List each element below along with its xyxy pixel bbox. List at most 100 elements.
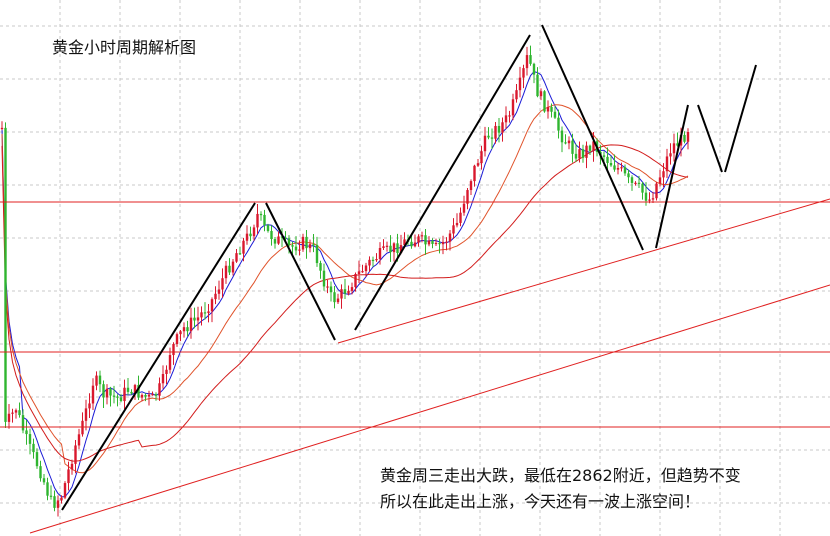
candle-body — [21, 415, 25, 431]
candle-body — [112, 395, 116, 397]
candle-body — [105, 388, 109, 398]
candle-body — [35, 452, 39, 467]
candle-body — [564, 142, 567, 144]
candle-body — [102, 384, 105, 398]
candle-body — [609, 163, 613, 166]
candle-body — [25, 430, 28, 435]
candle-body — [347, 290, 350, 294]
candle-body — [39, 466, 42, 479]
candle-body — [494, 125, 497, 139]
trend-line-upper — [337, 198, 830, 344]
candle-body — [606, 156, 609, 164]
candle-body — [287, 238, 291, 246]
candle-body — [81, 420, 84, 435]
candle-body — [91, 385, 95, 404]
candle-body — [273, 239, 277, 244]
candle-body — [189, 317, 193, 332]
candle-body — [357, 271, 361, 274]
candle-body — [581, 149, 585, 158]
candle-body — [644, 192, 648, 201]
candle-body — [53, 496, 56, 508]
candle-body — [676, 143, 679, 146]
candle-body — [256, 213, 259, 228]
candle-body — [361, 271, 364, 273]
candle-body — [32, 443, 35, 453]
candle-body — [60, 497, 63, 501]
candle-body — [476, 163, 480, 166]
candle-body — [354, 273, 357, 288]
candle-body — [546, 106, 550, 112]
candle-body — [343, 289, 347, 294]
candle-body — [228, 265, 231, 273]
candle-body — [42, 478, 46, 483]
candle-body — [672, 143, 676, 154]
candle-body — [312, 244, 315, 246]
candle-body — [483, 135, 487, 152]
candle-body — [553, 111, 557, 118]
candle-body — [214, 293, 217, 300]
candle-body — [333, 292, 336, 303]
candle-body — [490, 137, 494, 139]
annotation-line-2: 所以在此走出上涨，今天还有一波上涨空间！ — [380, 492, 701, 511]
candle-body — [133, 385, 137, 394]
ma-slow2-line — [1, 144, 689, 462]
candle-body — [574, 153, 578, 159]
candle-body — [350, 287, 354, 291]
candle-body — [525, 55, 529, 69]
candle-body — [56, 500, 60, 508]
candle-body — [630, 177, 634, 183]
candle-body — [329, 286, 333, 293]
candle-body — [410, 241, 413, 247]
wave-line-segment — [61, 202, 256, 511]
candle-body — [14, 410, 18, 413]
candle-body — [49, 495, 53, 497]
candle-body — [511, 99, 515, 116]
candle-body — [592, 141, 595, 151]
candle-body — [179, 331, 182, 335]
candle-body — [385, 245, 389, 247]
candle-body — [140, 394, 144, 398]
candle-body — [77, 434, 81, 446]
candle-body — [529, 55, 532, 64]
candle-body — [245, 233, 249, 241]
candle-body — [7, 413, 11, 422]
candle-body — [567, 140, 571, 144]
candle-body — [0, 127, 4, 130]
candle-body — [305, 236, 308, 249]
candle-body — [637, 182, 641, 184]
candle-body — [651, 198, 655, 200]
candle-body — [63, 483, 67, 498]
candle-body — [518, 77, 522, 91]
horizontal-levels — [0, 201, 830, 428]
candle-body — [207, 311, 210, 314]
candle-body — [172, 344, 175, 356]
candle-body — [151, 394, 154, 396]
candle-body — [340, 289, 343, 299]
candle-body — [126, 387, 130, 392]
candle-body — [196, 317, 200, 321]
candle-body — [315, 244, 319, 264]
candle-body — [175, 334, 179, 345]
candle-body — [238, 253, 242, 255]
candle-body — [655, 183, 658, 199]
candle-body — [403, 239, 406, 246]
candle-body — [571, 140, 574, 154]
candle-body — [116, 396, 119, 398]
annotation-line-1: 黄金周三走出大跌，最低在2862附近，但趋势不变 — [380, 466, 741, 485]
candle-body — [382, 246, 385, 249]
candle-body — [158, 383, 161, 396]
candle-body — [168, 355, 172, 370]
candle-body — [277, 236, 280, 244]
trend-line-lower — [29, 284, 830, 534]
candle-body — [469, 181, 473, 191]
wave-line-segment — [724, 64, 757, 173]
candle-body — [532, 63, 536, 75]
candle-body — [515, 90, 518, 100]
candle-body — [165, 369, 168, 374]
wave-line-segment — [697, 104, 723, 173]
candle-body — [319, 263, 322, 271]
candle-body — [466, 190, 469, 204]
candle-body — [210, 299, 214, 312]
